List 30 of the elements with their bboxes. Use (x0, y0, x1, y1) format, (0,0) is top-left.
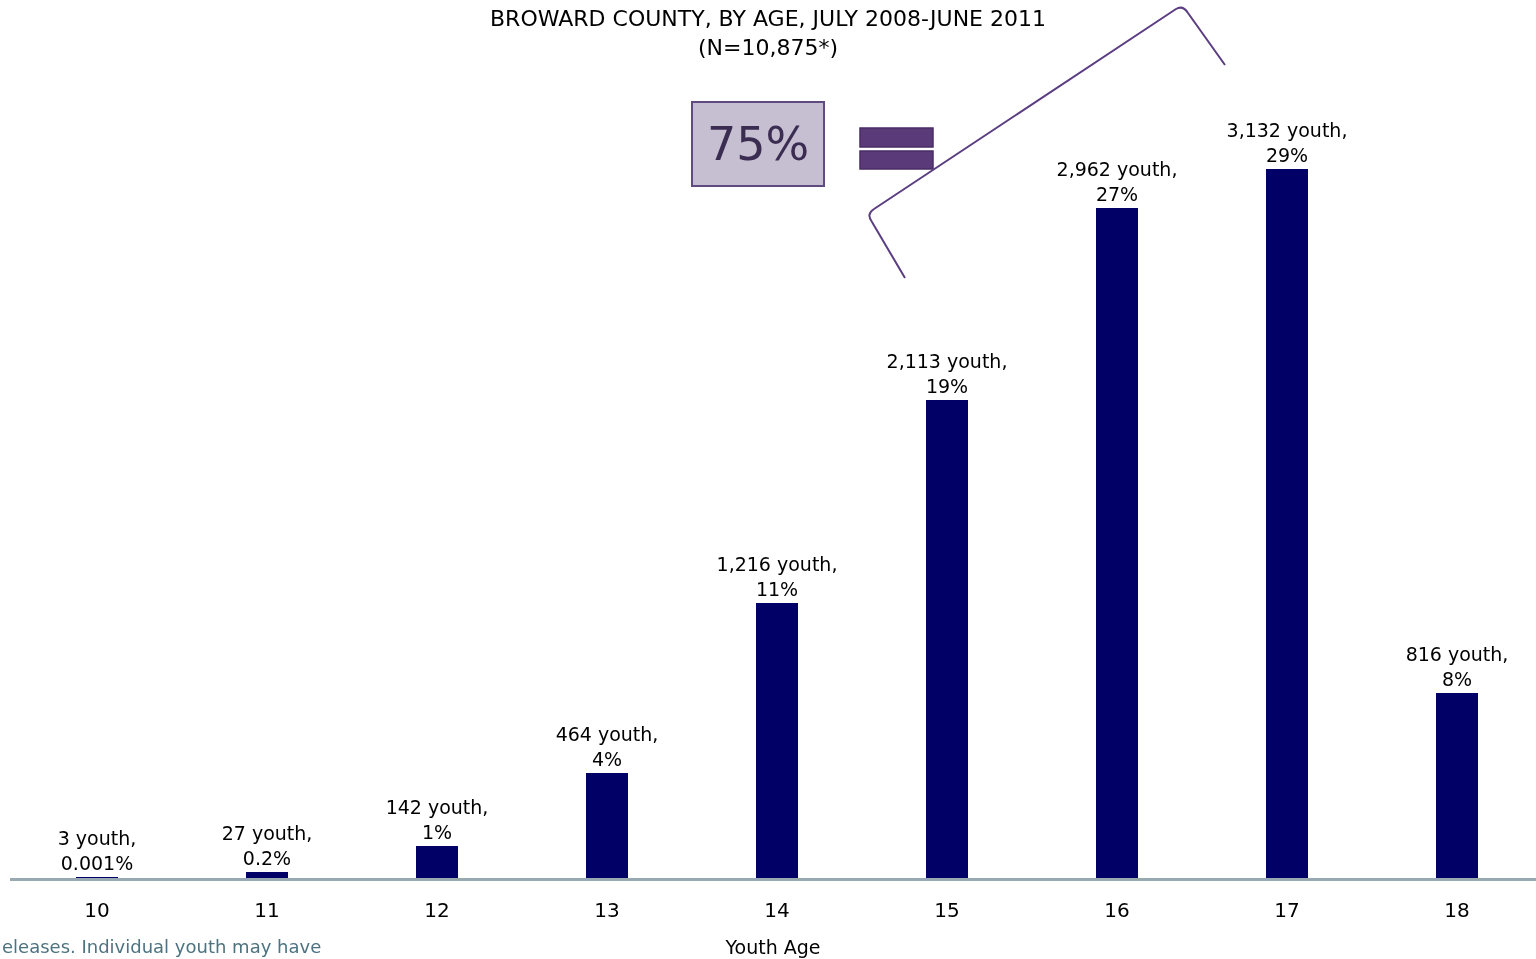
data-label: 3 youth, 0.001% (57, 827, 137, 874)
data-label: 464 youth, 4% (555, 723, 659, 770)
x-tick-label: 14 (764, 898, 790, 922)
data-label: 27 youth, 0.2% (221, 822, 313, 869)
x-tick-label: 11 (254, 898, 280, 922)
bar (1096, 208, 1138, 878)
data-label: 816 youth, 8% (1405, 643, 1509, 690)
bar (246, 872, 288, 878)
text: eleases. Individual youth may have (2, 936, 322, 957)
data-label: 2,962 youth, 27% (1056, 158, 1178, 205)
data-label: 3,132 youth, 29% (1226, 119, 1348, 166)
chart-title: BROWARD COUNTY, BY AGE, JULY 2008-JUNE 2011 (N=10,875*) (490, 6, 1046, 60)
bar (756, 603, 798, 878)
x-tick-label: 18 (1444, 898, 1470, 922)
bar (926, 400, 968, 878)
x-tick-label: 13 (594, 898, 620, 922)
x-axis-title: Youth Age (724, 935, 821, 958)
annotation: 75% (707, 117, 810, 171)
x-tick-label: 12 (424, 898, 450, 922)
data-label: 2,113 youth, 19% (886, 350, 1008, 397)
x-tick-label: 16 (1104, 898, 1130, 922)
data-label: 142 youth, 1% (385, 796, 489, 843)
bar (1436, 693, 1478, 878)
data-label: 1,216 youth, 11% (716, 553, 838, 600)
bar (416, 846, 458, 878)
x-tick-label: 15 (934, 898, 960, 922)
bar (1266, 169, 1308, 878)
x-tick-label: 10 (84, 898, 110, 922)
bar (586, 773, 628, 878)
x-tick-label: 17 (1274, 898, 1300, 922)
